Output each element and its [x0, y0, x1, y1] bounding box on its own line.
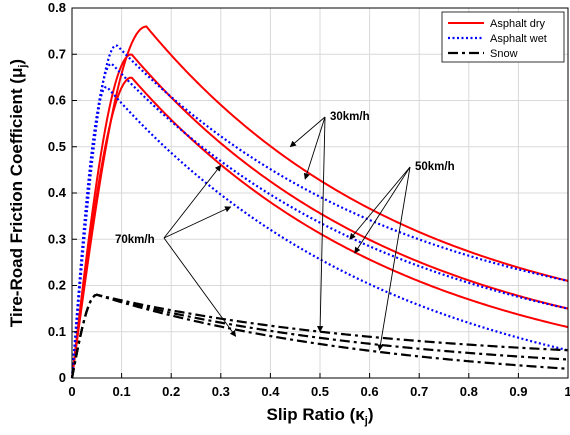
x-tick-label: 0.9: [509, 384, 527, 399]
y-tick-label: 0.3: [48, 231, 66, 246]
y-tick-label: 0.5: [48, 139, 66, 154]
series-line-asphalt-wet-50: [70, 62, 569, 379]
series-line-asphalt-dry-70: [71, 76, 569, 379]
y-tick-label: 0.7: [48, 46, 66, 61]
annotation-arrow: [303, 116, 326, 180]
x-tick-label: 0.8: [460, 384, 478, 399]
annotation-arrow: [354, 166, 411, 254]
series-line-asphalt-dry-50: [71, 53, 569, 379]
x-tick-label: 0.5: [311, 384, 329, 399]
y-tick-label: 0.8: [48, 0, 66, 15]
x-tick-label: 0.7: [410, 384, 428, 399]
series-line-snow-30: [70, 293, 569, 379]
x-tick-label: 0.2: [162, 384, 180, 399]
x-tick-label: 0.1: [113, 384, 131, 399]
annotation-label: 50km/h: [415, 161, 455, 173]
series-group: [70, 25, 569, 379]
annotation-arrow: [163, 164, 222, 239]
legend-label: Asphalt dry: [490, 18, 546, 30]
x-tick-label: 0.3: [212, 384, 230, 399]
y-axis-label: Tire-Road Friction Coefficient (μj): [7, 59, 29, 327]
annotation-arrow: [289, 116, 326, 148]
annotation-arrow: [316, 116, 326, 333]
legend-label: Asphalt wet: [490, 33, 547, 45]
y-tick-label: 0.4: [48, 185, 67, 200]
series-line-asphalt-dry-30: [71, 25, 569, 379]
annotations-group: 30km/h 50km/h 70km/h: [115, 111, 455, 351]
tick-labels: 0 0.1 0.2 0.3 0.4 0.5 0.6 0.7 0.8 0.9 1 0 0.1 0.2 0.3 0…: [48, 0, 570, 399]
annotation-label: 70km/h: [115, 234, 155, 246]
y-tick-label: 0.6: [48, 93, 66, 108]
y-tick-label: 0: [59, 370, 66, 385]
series-line-asphalt-wet-30: [70, 44, 569, 379]
x-axis-label: Slip Ratio (κj): [267, 405, 374, 427]
y-tick-label: 0.2: [48, 278, 66, 293]
annotation-arrow: [349, 166, 411, 240]
y-tick-label: 0.1: [48, 324, 66, 339]
series-line-snow-50: [70, 293, 569, 379]
x-tick-label: 0.4: [261, 384, 280, 399]
annotation-arrow: [377, 166, 411, 351]
x-tick-label: 0.6: [361, 384, 379, 399]
series-line-snow-70: [70, 293, 569, 379]
annotation-arrow: [163, 237, 237, 337]
legend: Asphalt dry Asphalt wet Snow: [441, 11, 565, 63]
x-tick-label: 0: [68, 384, 75, 399]
x-tick-label: 1: [564, 384, 570, 399]
annotation-arrow: [163, 206, 232, 239]
legend-label: Snow: [490, 48, 518, 60]
annotation-label: 30km/h: [330, 111, 370, 123]
